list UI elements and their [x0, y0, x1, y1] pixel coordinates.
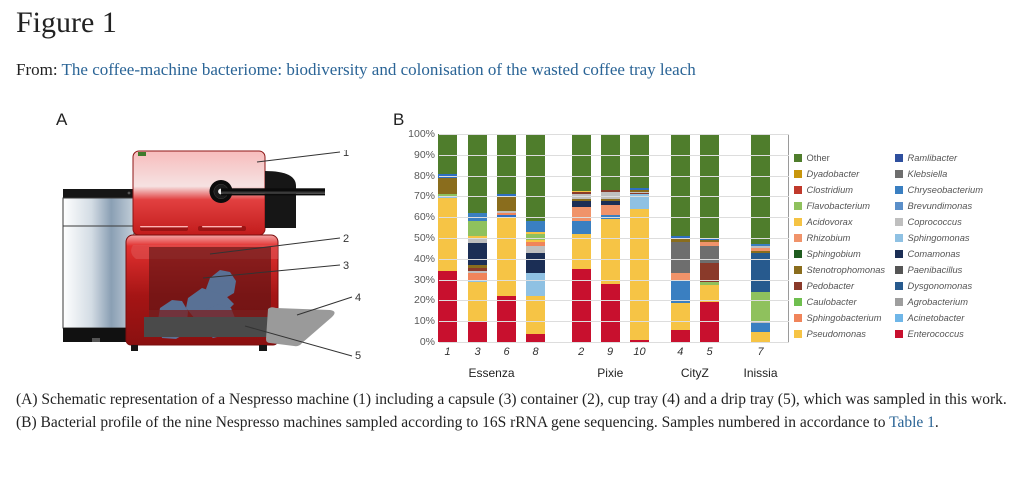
- svg-text:4: 4: [355, 292, 361, 304]
- svg-text:1: 1: [343, 150, 349, 159]
- svg-text:5: 5: [355, 350, 361, 362]
- svg-text:3: 3: [343, 260, 349, 272]
- svg-text:2: 2: [343, 233, 349, 245]
